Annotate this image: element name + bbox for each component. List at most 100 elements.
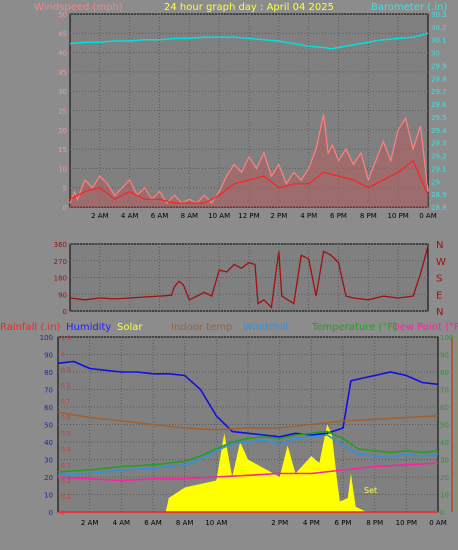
- chart-title: 24 hour graph day : April 04 2025: [164, 2, 334, 13]
- climate-x-tick-labels: 2 AM 4 AM 6 AM 8 AM 10 AM 2 PM 4 PM 6 PM 8 PM 10 …: [81, 519, 447, 527]
- temperature-line: [57, 430, 439, 473]
- rainfall-tick: 0.6: [61, 415, 71, 422]
- x-tick-label: 0 AM: [429, 519, 447, 527]
- humidity-tick: 20: [44, 474, 53, 482]
- humidity-tick: 40: [44, 439, 53, 447]
- rainfall-tick: 1.1: [61, 335, 71, 342]
- windspeed-tick: 25: [58, 108, 67, 116]
- legend-entry: Indoor temp: [171, 322, 232, 333]
- barometer-tick: 29.7: [431, 88, 447, 96]
- barometer-tick-labels: 28.8 28.9 29 29.1 29.2 29.3 29.4 29.5 29.6 29.7 29…: [431, 11, 447, 212]
- degree-tick: 270: [54, 258, 67, 266]
- dew-point-line: [57, 462, 439, 482]
- wind-series: [69, 32, 429, 207]
- x-tick-label: 4 PM: [300, 212, 317, 220]
- direction-grid: [70, 243, 428, 312]
- barometer-tick: 29.3: [431, 140, 447, 148]
- windspeed-tick: 45: [58, 30, 67, 38]
- x-tick-label: 6 AM: [144, 519, 162, 527]
- x-tick-label: 6 PM: [335, 519, 352, 527]
- barometer-tick: 29.4: [431, 127, 447, 135]
- climate-series: [57, 360, 439, 513]
- compass-label: N: [436, 307, 443, 318]
- humidity-tick: 100: [40, 334, 53, 342]
- barometer-tick: 29: [431, 178, 440, 186]
- humidity-tick: 90: [44, 352, 53, 360]
- barometer-tick: 29.5: [431, 114, 447, 122]
- windchill-line: [57, 434, 439, 477]
- compass-label: S: [436, 274, 442, 285]
- legend-entry: Windchill: [243, 322, 288, 333]
- windspeed-axis-label: Windspeed (mph): [34, 2, 123, 13]
- direction-degree-labels: 0 90 180 270 360: [54, 241, 67, 316]
- legend-entry: Humidity: [66, 322, 111, 333]
- x-tick-label: 10 PM: [396, 519, 417, 527]
- rainfall-tick: 0.5: [61, 430, 71, 437]
- x-tick-label: 6 PM: [330, 212, 347, 220]
- temperature-tick: 90: [440, 352, 449, 360]
- legend-entry: Rainfall (.in): [0, 322, 61, 333]
- windspeed-tick: 15: [58, 146, 67, 154]
- windspeed-tick: 35: [58, 69, 67, 77]
- degree-tick: 360: [54, 241, 67, 249]
- x-tick-label: 2 PM: [271, 519, 288, 527]
- indoor-temp-line: [57, 411, 439, 431]
- temperature-tick-labels: 0 10 20 30 40 50 60 70 80 90 100: [440, 334, 453, 517]
- humidity-tick: 50: [44, 422, 53, 430]
- humidity-tick: 10: [44, 492, 53, 500]
- temperature-tick: 10: [440, 492, 449, 500]
- rainfall-tick: 0: [61, 510, 65, 517]
- x-tick-label: 8 PM: [360, 212, 377, 220]
- x-tick-label: 8 AM: [176, 519, 194, 527]
- windspeed-tick: 40: [58, 50, 67, 58]
- direction-series: [69, 245, 429, 309]
- windspeed-tick: 10: [58, 165, 67, 173]
- temperature-tick: 60: [440, 404, 449, 412]
- windspeed-tick: 50: [58, 11, 67, 19]
- temperature-tick: 20: [440, 474, 449, 482]
- legend-entry: Solar: [117, 322, 143, 333]
- rainfall-tick: 0.2: [61, 478, 71, 485]
- x-tick-label: 10 PM: [387, 212, 408, 220]
- solar-area: [58, 424, 438, 512]
- barometer-tick: 28.8: [431, 204, 447, 212]
- climate-legend: Rainfall (.in) Humidity Solar Indoor temp Wi…: [0, 322, 458, 333]
- x-tick-label: 10 AM: [205, 519, 227, 527]
- wind-gust-line: [69, 114, 429, 205]
- barometer-tick: 29.1: [431, 165, 447, 173]
- barometer-tick: 30.3: [431, 11, 447, 19]
- rainfall-tick: 0.9: [61, 367, 71, 374]
- compass-label: W: [436, 257, 446, 268]
- wind-grid: [70, 13, 428, 208]
- rainfall-tick: 0.4: [61, 446, 71, 453]
- humidity-tick: 30: [44, 457, 53, 465]
- x-tick-label: 4 AM: [121, 212, 139, 220]
- wind-gust-area: [70, 114, 428, 207]
- windspeed-tick: 0: [63, 204, 67, 212]
- barometer-tick: 29.2: [431, 153, 447, 161]
- barometer-tick: 30: [431, 50, 440, 58]
- x-tick-label: 10 AM: [208, 212, 230, 220]
- humidity-tick: 0: [49, 509, 53, 517]
- legend-entry: Dew Point (°F: [392, 322, 458, 333]
- windspeed-tick: 20: [58, 127, 67, 135]
- x-tick-label: 4 PM: [303, 519, 320, 527]
- barometer-tick: 29.8: [431, 75, 447, 83]
- temperature-tick: 100: [440, 334, 453, 342]
- degree-tick: 0: [63, 308, 67, 316]
- barometer-line: [69, 32, 429, 50]
- humidity-line: [57, 360, 439, 438]
- rainfall-tick: 0.1: [61, 494, 71, 501]
- temperature-tick: 30: [440, 457, 449, 465]
- rainfall-tick: 0.3: [61, 462, 71, 469]
- rainfall-tick: 0.7: [61, 399, 71, 406]
- barometer-tick: 30.1: [431, 37, 447, 45]
- humidity-tick: 80: [44, 369, 53, 377]
- degree-tick: 90: [58, 291, 67, 299]
- barometer-tick: 29.6: [431, 101, 447, 109]
